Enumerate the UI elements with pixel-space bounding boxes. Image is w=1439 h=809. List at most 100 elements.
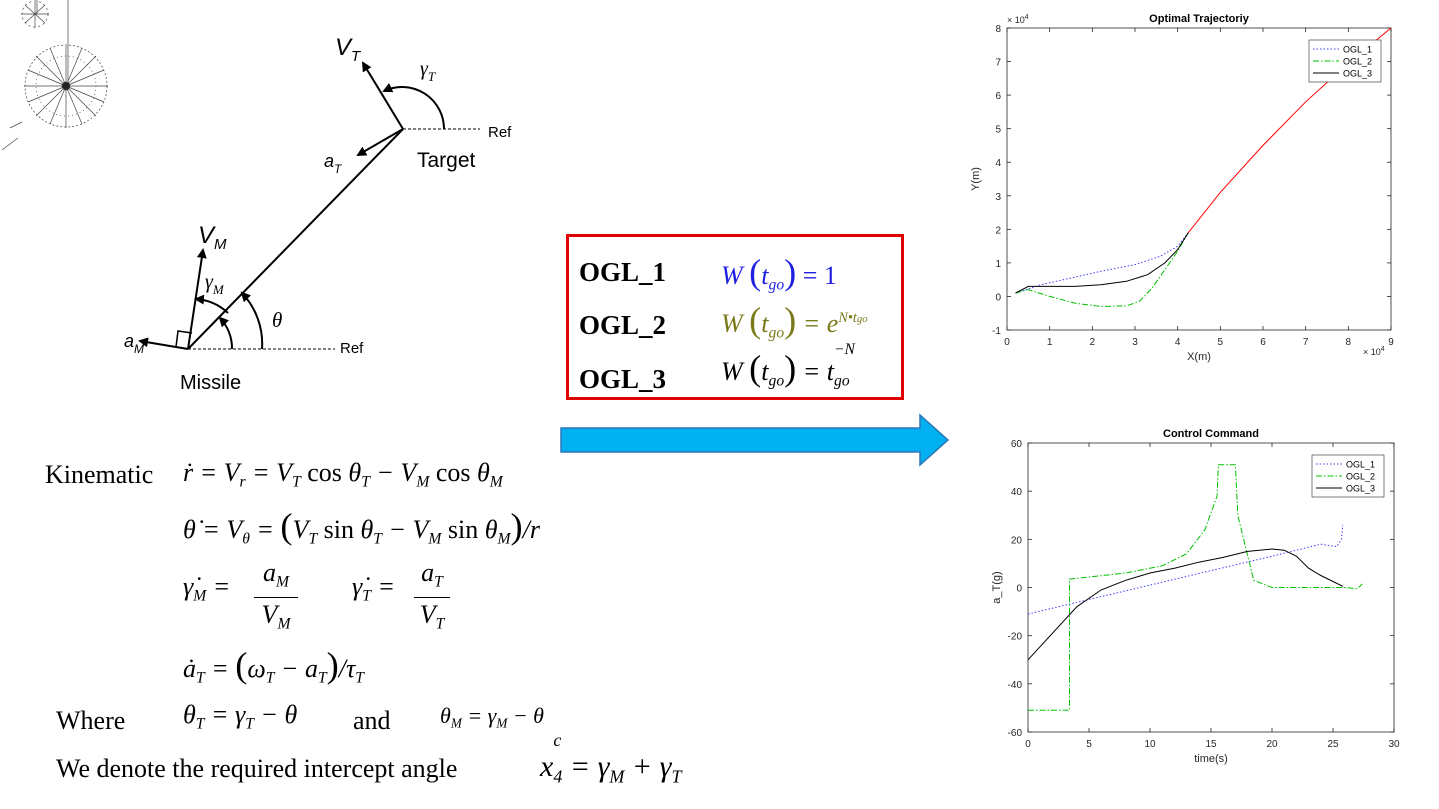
x-tick-label: 20 <box>1266 739 1278 750</box>
ref-label-top: Ref <box>488 124 512 141</box>
x-axis-label: X(m) <box>1187 351 1211 363</box>
series-line-ogl_1 <box>1015 232 1189 294</box>
y-tick-label: 3 <box>995 192 1001 203</box>
engagement-geometry-diagram: VT γT Ref aT Target VM γM θ aM Ref Missi… <box>124 34 512 394</box>
x-tick-label: 0 <box>1004 337 1010 348</box>
y-axis-label: a_T(g) <box>991 571 1003 603</box>
dandelion-decoration <box>1 0 108 151</box>
eq-gamma-t-frac: aT VT <box>414 558 450 642</box>
x-tick-label: 3 <box>1132 337 1138 348</box>
legend-label: OGL_3 <box>1346 484 1375 494</box>
gamma-m-label: γM <box>205 271 225 297</box>
kinematic-label: Kinematic <box>45 460 154 489</box>
target-acceleration-vector <box>356 128 404 157</box>
legend-label: OGL_1 <box>1343 45 1372 55</box>
line-of-sight <box>187 128 404 350</box>
theta-arc-inner <box>218 316 234 350</box>
y-tick-label: 60 <box>1011 439 1023 450</box>
eq-gamma-t-dot: γ̇T = <box>352 572 395 605</box>
legend-label: OGL_2 <box>1343 57 1372 67</box>
am-label: aM <box>124 331 144 356</box>
chart-title: Optimal Trajectoriy <box>1149 13 1250 25</box>
x-tick-label: 8 <box>1346 337 1352 348</box>
right-angle-marker <box>175 330 193 348</box>
series-line-ogl_2 <box>1015 232 1189 308</box>
y-tick-label: 40 <box>1011 487 1023 498</box>
series-line-ogl_1 <box>1027 524 1344 615</box>
y-tick-label: -40 <box>1008 680 1023 691</box>
y-tick-label: 4 <box>995 158 1001 169</box>
y-tick-label: 8 <box>995 24 1001 35</box>
y-tick-label: 2 <box>995 225 1001 236</box>
x-tick-label: 15 <box>1205 739 1217 750</box>
x-axis-label: time(s) <box>1194 753 1228 765</box>
theta-arc-outer <box>240 291 264 350</box>
x-tick-label: 30 <box>1388 739 1400 750</box>
ogl-2-name: OGL_2 <box>579 310 667 340</box>
x-tick-label: 1 <box>1047 337 1053 348</box>
x-tick-label: 7 <box>1303 337 1309 348</box>
x-tick-label: 2 <box>1090 337 1096 348</box>
y-tick-label: 0 <box>1016 584 1022 595</box>
y-tick-label: 1 <box>995 259 1001 270</box>
x-axis-exponent-power: 4 <box>1381 346 1385 353</box>
y-tick-label: 7 <box>995 58 1001 69</box>
missile-acceleration-vector <box>138 337 189 350</box>
eq-theta-t: θT = γT − θ <box>183 700 298 733</box>
series-line-ogl_3 <box>1015 232 1189 294</box>
target-velocity-vector <box>361 61 404 130</box>
y-tick-label: 5 <box>995 125 1001 136</box>
and-label: and <box>353 706 391 735</box>
eq-gamma-m-frac: aM VM <box>254 558 298 642</box>
weighting-functions-box: OGL_1 OGL_2 OGL_3 W (tgo) = 1 W (tgo) = … <box>566 234 904 400</box>
missile-label: Missile <box>180 372 241 394</box>
eq-gamma-m-dot: γ̇M = <box>183 572 231 605</box>
theta-label: θ <box>272 308 282 332</box>
legend-label: OGL_3 <box>1343 69 1372 79</box>
ogl-3-weight-formula: W (tgo) = tgo −N <box>721 341 855 390</box>
x-tick-label: 6 <box>1260 337 1266 348</box>
eq-at-dot: ȧT = (ωT − aT)/τT <box>183 645 364 687</box>
x-axis-exponent: × 104 <box>1363 346 1385 357</box>
x-tick-label: 4 <box>1175 337 1181 348</box>
eq-intercept-angle: x4 c = γM + γT <box>540 730 682 787</box>
ogl-2-weight-formula: W (tgo) = eN•tgo <box>721 300 868 342</box>
at-label: aT <box>324 151 343 176</box>
y-tick-label: 20 <box>1011 535 1023 546</box>
vt-label: VT <box>335 34 362 65</box>
chart-title: Control Command <box>1163 428 1259 440</box>
x-tick-label: 9 <box>1388 337 1394 348</box>
ref-label-bottom: Ref <box>340 340 364 357</box>
gamma-t-arc <box>382 83 446 130</box>
x-tick-label: 5 <box>1086 739 1092 750</box>
denote-text: We denote the required intercept angle <box>56 754 458 783</box>
gamma-m-arc <box>194 294 229 314</box>
result-arrow <box>560 413 950 467</box>
x-tick-label: 25 <box>1327 739 1339 750</box>
target-label: Target <box>417 149 476 172</box>
x-tick-label: 5 <box>1218 337 1224 348</box>
y-tick-label: -60 <box>1008 728 1023 739</box>
series-line-ogl_2 <box>1028 464 1363 711</box>
y-axis-label: Y(m) <box>970 167 982 191</box>
y-tick-label: 6 <box>995 91 1001 102</box>
control-command-chart: 0 5 10 15 20 25 30 -60 -40 -20 0 20 40 60 Control Comm… <box>991 428 1400 765</box>
vm-label: VM <box>198 222 227 253</box>
legend-label: OGL_1 <box>1346 460 1375 470</box>
eq-theta-m: θM = γM − θ <box>440 703 544 731</box>
series-line-ogl_3 <box>1027 548 1344 661</box>
ogl-3-name: OGL_3 <box>579 364 667 394</box>
y-tick-label: -1 <box>992 326 1001 337</box>
ogl-1-name: OGL_1 <box>579 257 667 287</box>
y-tick-label: 0 <box>995 292 1001 303</box>
gamma-t-label: γT <box>420 58 436 84</box>
legend-label: OGL_2 <box>1346 472 1375 482</box>
y-axis-exponent-power: 4 <box>1025 14 1029 21</box>
eq-theta-dot: θ̇ = Vθ = (VT sin θT − VM sin θM)/r <box>183 506 540 548</box>
y-tick-label: -20 <box>1008 632 1023 643</box>
eq-r-dot: ṙ = Vr = VT cos θT − VM cos θM <box>183 458 503 491</box>
ogl-1-weight-formula: W (tgo) = 1 <box>721 252 837 294</box>
x-tick-label: 10 <box>1144 739 1156 750</box>
x-tick-label: 0 <box>1025 739 1031 750</box>
